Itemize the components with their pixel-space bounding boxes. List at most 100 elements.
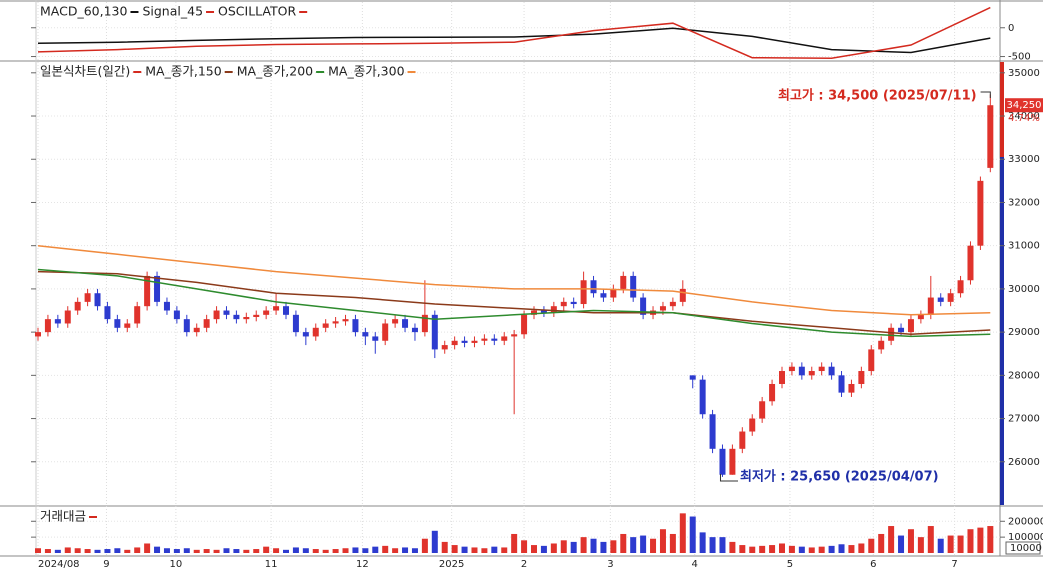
- candle-body: [679, 288, 686, 302]
- y-tick-label: 30000: [1008, 284, 1040, 295]
- candle-body: [322, 323, 329, 328]
- volume-bar: [352, 547, 359, 553]
- volume-bar: [898, 535, 905, 553]
- volume-bar: [501, 547, 508, 553]
- candle-body: [967, 245, 974, 281]
- candle-body: [620, 275, 627, 289]
- volume-bar: [273, 548, 280, 553]
- y-tick-label: 200000: [1008, 516, 1043, 527]
- volume-bar: [154, 546, 161, 553]
- volume-bar: [779, 543, 785, 553]
- annotation: 최고가 : 34,500 (2025/07/11): [778, 89, 977, 104]
- volume-bar: [818, 546, 825, 553]
- volume-bar: [471, 547, 478, 553]
- candle-body: [888, 327, 895, 341]
- last-price-box: [1005, 98, 1043, 113]
- volume-bar: [441, 541, 448, 553]
- legend-label: MA_종가,300: [328, 64, 404, 79]
- annotation: 최저가 : 25,650 (2025/04/07): [740, 470, 939, 485]
- legend-label: MA_종가,150: [145, 64, 221, 79]
- candle-body: [44, 319, 51, 333]
- volume-bar: [173, 549, 180, 553]
- candle-body: [263, 310, 270, 315]
- volume-bar: [35, 548, 41, 553]
- candle-body: [124, 323, 131, 328]
- volume-bar: [461, 546, 468, 553]
- candle-body: [570, 301, 577, 305]
- volume-bar: [590, 538, 597, 553]
- candle-body: [154, 275, 161, 302]
- y-tick-label: 29000: [1008, 327, 1040, 338]
- candle-body: [312, 327, 319, 337]
- x-tick-label: 2024/08: [38, 559, 80, 570]
- candle-body: [848, 383, 855, 393]
- x-tick-label: 10: [170, 559, 183, 570]
- candle-body: [729, 448, 736, 475]
- line-series: [37, 27, 991, 54]
- candle-body: [84, 293, 91, 302]
- candle-body: [907, 319, 914, 333]
- candle-body: [134, 306, 141, 324]
- candle-body: [808, 371, 815, 376]
- volume-bar: [253, 549, 260, 553]
- volume-bar: [600, 541, 607, 553]
- volume-bar: [54, 549, 61, 553]
- volume-bar: [312, 549, 319, 553]
- candle-body: [173, 310, 180, 320]
- candle-body: [213, 310, 220, 320]
- volume-bar: [659, 529, 666, 553]
- candle-body: [223, 310, 230, 315]
- volume-bar: [788, 545, 795, 553]
- candle-body: [243, 316, 250, 320]
- candle-body: [193, 327, 200, 333]
- candle-body: [917, 314, 924, 320]
- volume-bar: [749, 546, 756, 553]
- volume-bar: [342, 548, 349, 553]
- volume-bar: [531, 545, 537, 553]
- candle-body: [431, 314, 438, 350]
- volume-bar: [104, 549, 111, 553]
- x-tick-label: 5: [787, 559, 793, 570]
- candle-body: [144, 275, 151, 307]
- candle-body: [580, 280, 587, 305]
- legend-label: OSCILLATOR: [218, 4, 296, 19]
- volume-bar: [372, 546, 379, 553]
- candle-body: [521, 314, 528, 335]
- candle-body: [659, 306, 666, 311]
- volume-bar: [193, 549, 200, 553]
- candle-body: [927, 297, 934, 315]
- candle-body: [749, 418, 756, 432]
- candle-body: [273, 306, 280, 311]
- candle-body: [74, 301, 81, 311]
- candle-body: [779, 371, 785, 384]
- candle-body: [372, 336, 379, 341]
- volume-bar: [917, 537, 924, 553]
- volume-bar: [620, 533, 627, 553]
- volume-bar: [263, 546, 270, 553]
- candle-body: [35, 332, 41, 337]
- candle-body: [302, 332, 309, 337]
- volume-bar: [709, 537, 716, 553]
- volume-bar: [560, 540, 567, 553]
- volume-bar: [650, 538, 657, 553]
- annotation-arrow: [719, 474, 738, 482]
- y-tick-label: 27000: [1008, 414, 1040, 425]
- volume-bar: [292, 547, 299, 553]
- volume-bar: [888, 526, 895, 553]
- volume-bar: [630, 537, 637, 553]
- candle-body: [898, 327, 905, 333]
- volume-bar: [64, 547, 71, 553]
- y-tick-label: 0: [1008, 23, 1014, 34]
- volume-bar: [640, 535, 647, 553]
- volume-bar: [858, 543, 865, 553]
- candle-body: [54, 319, 61, 324]
- volume-bar: [828, 545, 835, 553]
- volume-bar: [392, 548, 399, 553]
- legend-label: Signal_45: [142, 4, 203, 19]
- unit-box: [1005, 541, 1041, 555]
- candle-body: [421, 314, 428, 333]
- volume-bar: [759, 545, 766, 553]
- candle-body: [709, 414, 716, 449]
- volume-bar: [808, 547, 815, 553]
- candle-body: [828, 366, 835, 376]
